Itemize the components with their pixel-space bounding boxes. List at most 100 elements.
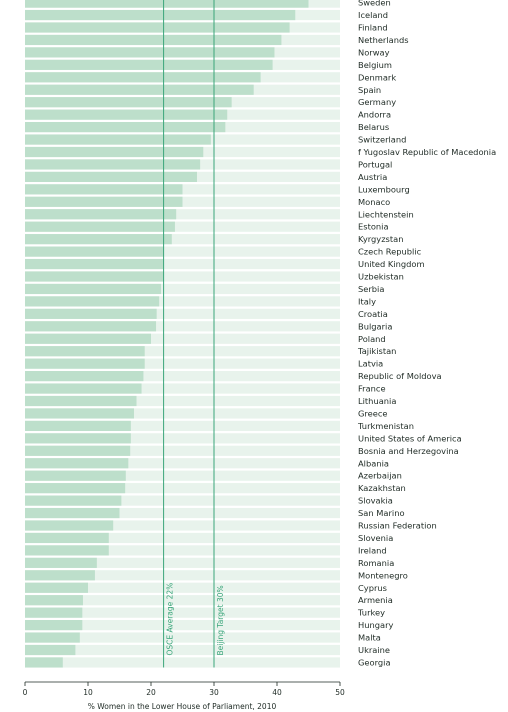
row-band <box>25 483 340 494</box>
row-band <box>25 408 340 419</box>
category-label: Italy <box>358 296 376 306</box>
row-band <box>25 620 340 631</box>
row-band <box>25 395 340 407</box>
category-label: Turkmenistan <box>357 421 414 431</box>
bar <box>25 470 126 481</box>
category-label: Cyprus <box>358 583 387 593</box>
row-band <box>25 283 340 295</box>
bar <box>25 196 183 207</box>
bar <box>25 283 162 295</box>
row-band <box>25 557 340 568</box>
row-band <box>25 582 340 593</box>
bar <box>25 308 157 319</box>
row-band <box>25 657 340 668</box>
row-band <box>25 445 340 456</box>
bar <box>25 420 131 431</box>
x-tick-label: 30 <box>209 688 219 697</box>
category-labels: Sweden Iceland Finland Netherlands Norway Bel… <box>357 0 496 667</box>
category-label: Belgium <box>358 60 392 70</box>
category-label: Czech Republic <box>358 247 422 257</box>
row-band <box>25 234 340 245</box>
row-band <box>25 321 340 332</box>
category-label: Monaco <box>358 197 390 207</box>
category-label: Luxembourg <box>358 184 410 194</box>
bar <box>25 445 131 456</box>
row-band <box>25 507 340 519</box>
bar <box>25 545 109 556</box>
row-band <box>25 420 340 431</box>
x-tick-label: 10 <box>83 688 93 697</box>
category-label: Latvia <box>358 359 383 369</box>
row-band <box>25 470 340 481</box>
reference-line-label: Beijing Target 30% <box>216 585 225 655</box>
category-label: Denmark <box>358 72 396 82</box>
bar <box>25 72 261 83</box>
x-tick-label: 0 <box>23 688 28 697</box>
category-label: Russian Federation <box>358 521 437 531</box>
bar <box>25 582 88 593</box>
bar <box>25 620 83 631</box>
row-band <box>25 607 340 618</box>
bar <box>25 333 151 344</box>
bar <box>25 84 254 95</box>
bar <box>25 346 145 357</box>
x-tick-label: 40 <box>272 688 282 697</box>
bar <box>25 234 172 245</box>
bars <box>25 0 309 668</box>
x-tick-label: 50 <box>335 688 345 697</box>
category-label: Finland <box>358 23 388 33</box>
reference-line-label: OSCE Average 22% <box>166 583 175 656</box>
category-label: Netherlands <box>358 35 409 45</box>
category-label: Switzerland <box>358 135 406 145</box>
row-band <box>25 258 340 270</box>
category-label: Bosnia and Herzegovina <box>358 446 459 456</box>
category-label: Hungary <box>358 620 394 630</box>
category-label: Ukraine <box>358 645 390 655</box>
bar <box>25 271 164 282</box>
row-band <box>25 358 340 369</box>
row-band <box>25 433 340 444</box>
category-label: Albania <box>358 458 389 468</box>
row-band <box>25 271 340 282</box>
bar <box>25 557 97 568</box>
row-band <box>25 532 340 544</box>
bar <box>25 595 83 606</box>
bar <box>25 371 144 382</box>
bar <box>25 532 109 544</box>
x-axis: 0 10 20 30 40 50 <box>23 681 345 697</box>
bar <box>25 507 120 519</box>
bar <box>25 458 129 469</box>
bar <box>25 483 126 494</box>
category-label: Republic of Moldova <box>358 371 442 381</box>
bar <box>25 358 145 369</box>
row-band <box>25 296 340 307</box>
bar <box>25 395 137 407</box>
category-label: France <box>358 384 386 394</box>
category-label: Kyrgyzstan <box>358 234 403 244</box>
x-tick-label: 20 <box>146 688 156 697</box>
bar <box>25 34 282 46</box>
bar <box>25 644 76 656</box>
row-band <box>25 333 340 344</box>
bar <box>25 221 175 232</box>
bar <box>25 258 164 270</box>
row-band <box>25 520 340 531</box>
category-label: Estonia <box>358 222 389 232</box>
category-label: Liechtenstein <box>358 209 414 219</box>
bar <box>25 159 201 170</box>
category-label: Germany <box>358 97 396 107</box>
row-band <box>25 458 340 469</box>
category-label: f Yugoslav Republic of Macedonia <box>358 147 496 157</box>
bar <box>25 321 157 332</box>
bar <box>25 520 114 531</box>
row-band <box>25 221 340 232</box>
category-label: Slovenia <box>358 533 393 543</box>
bar <box>25 22 290 33</box>
category-label: Croatia <box>358 309 388 319</box>
row-band <box>25 246 340 257</box>
row-band <box>25 209 340 220</box>
category-label: Iceland <box>358 10 388 20</box>
category-label: Uzbekistan <box>358 272 404 282</box>
bar <box>25 383 142 394</box>
bar <box>25 607 83 618</box>
